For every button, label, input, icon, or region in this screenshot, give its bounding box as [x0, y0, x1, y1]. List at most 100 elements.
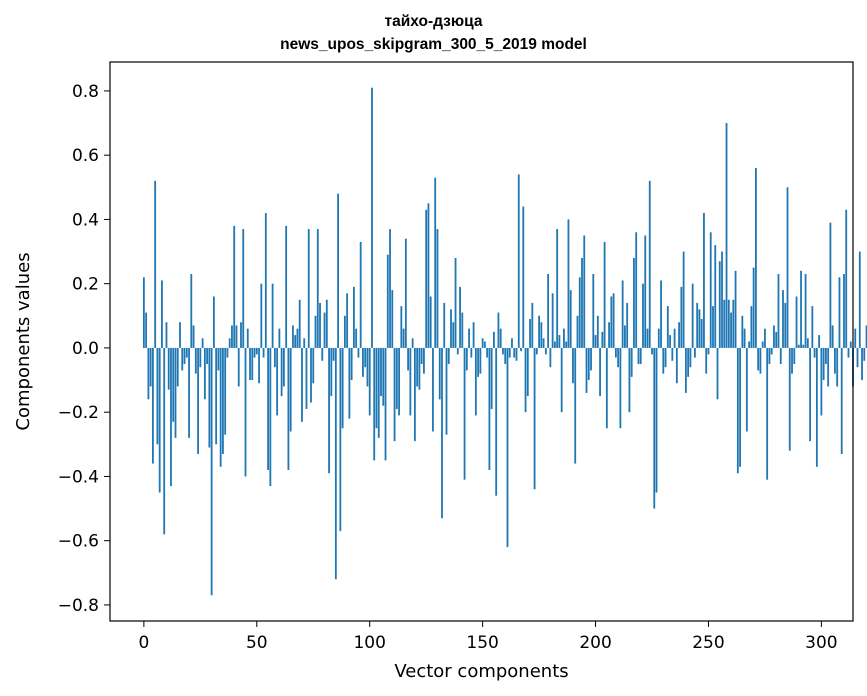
- bar-81: [325, 299, 328, 348]
- bar-122: [418, 347, 421, 390]
- bar-2: [147, 347, 150, 400]
- bar-13: [172, 347, 175, 422]
- y-tick-label-5: 0.2: [72, 275, 99, 295]
- bar-33: [217, 347, 220, 371]
- bar-97: [362, 347, 364, 377]
- bar-67: [294, 335, 297, 348]
- bar-15: [176, 347, 179, 387]
- y-tick-label-4: 0.0: [72, 339, 99, 359]
- bar-135: [447, 347, 450, 364]
- bar-166: [517, 174, 520, 348]
- bar-183: [556, 229, 559, 348]
- bar-240: [684, 347, 687, 393]
- bar-231: [664, 347, 667, 368]
- bar-177: [542, 338, 545, 348]
- bar-312: [847, 347, 850, 358]
- bar-320: [865, 325, 867, 348]
- bar-94: [355, 328, 358, 348]
- bar-319: [863, 347, 866, 361]
- bar-150: [481, 338, 484, 348]
- bar-103: [375, 347, 378, 429]
- bar-273: [759, 347, 762, 374]
- bar-284: [784, 302, 787, 348]
- bar-123: [420, 347, 423, 364]
- bar-47: [249, 347, 251, 381]
- bar-252: [712, 306, 714, 348]
- bar-158: [499, 328, 502, 348]
- bar-304: [829, 222, 832, 348]
- x-tick-label-6: 300: [805, 633, 837, 653]
- bar-140: [459, 286, 461, 348]
- bar-188: [567, 219, 570, 348]
- x-tick-label-2: 100: [353, 633, 385, 653]
- bar-7: [158, 347, 161, 493]
- bar-151: [483, 341, 486, 348]
- plot-frame: [109, 61, 854, 622]
- bar-52: [260, 283, 263, 348]
- bar-118: [409, 347, 412, 416]
- y-tick-label-8: 0.8: [72, 82, 99, 102]
- bar-71: [303, 338, 306, 348]
- bar-178: [544, 347, 547, 355]
- bar-317: [858, 251, 861, 348]
- bar-39: [231, 325, 233, 348]
- bar-69: [298, 299, 301, 348]
- bar-280: [775, 331, 778, 348]
- bar-286: [788, 347, 791, 451]
- bar-70: [301, 347, 303, 422]
- bar-11: [167, 347, 170, 390]
- bar-232: [666, 306, 669, 348]
- bar-215: [628, 347, 631, 413]
- bar-198: [590, 347, 592, 371]
- bar-167: [520, 347, 522, 352]
- bar-138: [454, 257, 457, 348]
- bar-30: [210, 347, 213, 596]
- y-tick-label-2: −0.4: [58, 467, 99, 487]
- bar-114: [400, 306, 403, 348]
- bar-37: [226, 347, 229, 358]
- bar-148: [477, 347, 480, 377]
- bar-222: [644, 235, 647, 348]
- bar-279: [773, 325, 775, 348]
- bar-44: [242, 229, 245, 348]
- bar-251: [709, 232, 712, 348]
- bar-303: [827, 347, 830, 387]
- bar-98: [364, 347, 367, 368]
- bar-45: [244, 347, 247, 477]
- bar-64: [287, 347, 290, 471]
- bar-160: [504, 347, 507, 364]
- bar-8: [161, 280, 163, 348]
- y-tick-label-1: −0.6: [58, 532, 99, 552]
- bar-28: [206, 347, 209, 364]
- bar-146: [472, 322, 475, 348]
- bar-315: [854, 328, 857, 348]
- bar-100: [368, 347, 371, 416]
- bar-113: [398, 347, 400, 416]
- bar-26: [201, 338, 204, 348]
- bar-111: [393, 347, 396, 442]
- bar-234: [671, 347, 674, 361]
- bar-180: [549, 347, 552, 368]
- bar-102: [373, 347, 376, 461]
- bar-5: [154, 180, 157, 348]
- bar-253: [714, 245, 717, 348]
- bar-106: [382, 347, 385, 406]
- bar-127: [429, 296, 432, 348]
- bar-248: [703, 212, 705, 348]
- bar-199: [592, 274, 595, 348]
- bar-306: [834, 347, 836, 374]
- chart-title-line-1: тайхо-дзюца: [384, 13, 483, 30]
- bar-221: [642, 283, 644, 348]
- bar-49: [253, 347, 256, 358]
- bar-181: [551, 293, 554, 348]
- bar-95: [357, 347, 360, 358]
- bar-187: [565, 341, 568, 348]
- bar-292: [802, 344, 805, 348]
- bar-203: [601, 331, 604, 348]
- bar-276: [766, 347, 769, 480]
- bar-244: [694, 347, 696, 358]
- bar-88: [341, 347, 344, 429]
- bar-125: [425, 209, 428, 348]
- x-tick-label-0: 0: [138, 633, 149, 653]
